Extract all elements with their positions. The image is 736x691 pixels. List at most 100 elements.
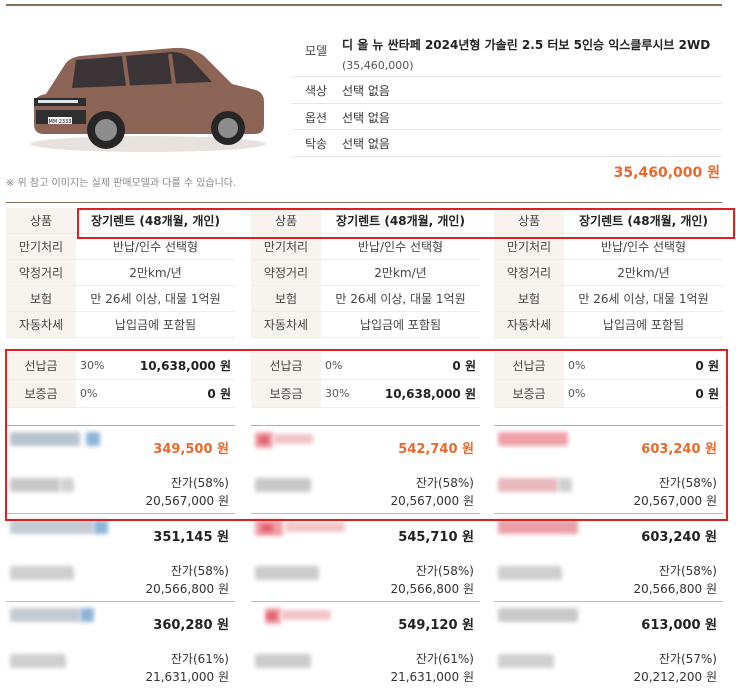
residual-rate: 잔가(58%): [415, 476, 474, 490]
row-car-tax: 자동차세 납입금에 포함됨: [6, 312, 235, 338]
prepayment-amount: 10,638,000 원: [139, 359, 231, 373]
offer-row[interactable]: 603,240 원 잔가(58%) 20,566,800 원: [494, 514, 723, 602]
total-price: 35,460,000 원: [613, 165, 720, 181]
blurred-company-logo: [10, 432, 80, 446]
offer-row[interactable]: 613,000 원 잔가(57%) 20,212,200 원: [494, 602, 723, 690]
residual-amount: 20,567,000 원: [390, 494, 474, 508]
model-name: 디 올 뉴 싼타페 2024년형 가솔린 2.5 터보 5인승 익스클루시브 2…: [340, 26, 722, 77]
label-product: 상품: [494, 208, 564, 233]
blurred-company-logo: [10, 566, 74, 580]
row-prepayment: 선납금 30% 10,638,000 원: [6, 352, 235, 380]
monthly-price: 360,280 원: [153, 618, 229, 633]
top-divider: [6, 4, 722, 6]
residual-amount: 20,212,200 원: [633, 670, 717, 684]
label-maturity: 만기처리: [251, 234, 321, 259]
residual-rate: 잔가(58%): [170, 564, 229, 578]
value-mileage: 2만km/년: [374, 266, 427, 280]
label-insurance: 보험: [251, 286, 321, 311]
car-image: MM 2333: [30, 47, 266, 152]
label-car-tax: 자동차세: [251, 312, 321, 337]
offer-row[interactable]: 349,500 원 잔가(58%) 20,567,000 원: [6, 426, 235, 514]
blurred-company-logo: [255, 478, 311, 492]
quote-column-2: 상품 장기렌트 (48개월, 개인) 만기처리 반납/인수 선택형 약정거리 2만km/년…: [251, 208, 480, 690]
blurred-company-logo: [94, 520, 108, 534]
label-deposit: 보증금: [6, 380, 76, 407]
blurred-company-logo: [255, 566, 319, 580]
offer-divider: [494, 408, 723, 426]
deposit-percent: 0%: [80, 387, 98, 400]
monthly-price: 613,000 원: [641, 618, 717, 633]
section-spacer: [494, 338, 723, 352]
monthly-price: 549,120 원: [398, 618, 474, 633]
option-value: 선택 없음: [342, 110, 390, 125]
deposit-amount: 0 원: [207, 387, 231, 401]
value-insurance: 만 26세 이상, 대물 1억원: [578, 292, 709, 306]
blurred-company-logo: [86, 432, 100, 446]
offer-divider: [251, 408, 480, 426]
blurred-company-logo: [285, 522, 345, 532]
row-maturity: 만기처리 반납/인수 선택형: [6, 234, 235, 260]
residual-rate: 잔가(61%): [170, 652, 229, 666]
blurred-company-logo: [259, 436, 269, 444]
color-value: 선택 없음: [342, 84, 390, 98]
label-maturity: 만기처리: [6, 234, 76, 259]
model-base-price: (35,460,000): [342, 59, 414, 72]
residual-rate: 잔가(58%): [415, 564, 474, 578]
value-car-tax: 납입금에 포함됨: [602, 318, 685, 332]
row-mileage: 약정거리 2만km/년: [251, 260, 480, 286]
offer-row[interactable]: 360,280 원 잔가(61%) 21,631,000 원: [6, 602, 235, 690]
quote-column-3: 상품 장기렌트 (48개월, 개인) 만기처리 반납/인수 선택형 약정거리 2만km/년…: [494, 208, 723, 690]
row-maturity: 만기처리 반납/인수 선택형: [251, 234, 480, 260]
value-product: 장기렌트 (48개월, 개인): [91, 214, 220, 228]
spec-divider: [292, 156, 722, 157]
row-deposit: 보증금 0% 0 원: [494, 380, 723, 408]
section-spacer: [251, 338, 480, 352]
blurred-company-logo: [255, 654, 311, 668]
residual-rate: 잔가(61%): [415, 652, 474, 666]
offer-row[interactable]: 603,240 원 잔가(58%) 20,567,000 원: [494, 426, 723, 514]
label-car-tax: 자동차세: [6, 312, 76, 337]
blurred-company-logo: [498, 478, 558, 492]
label-mileage: 약정거리: [6, 260, 76, 285]
value-mileage: 2만km/년: [617, 266, 670, 280]
residual-amount: 20,566,800 원: [145, 582, 229, 596]
monthly-price: 603,240 원: [641, 530, 717, 545]
option-label: 옵션: [304, 110, 328, 125]
section-divider: [6, 202, 722, 203]
value-insurance: 만 26세 이상, 대물 1억원: [90, 292, 221, 306]
value-car-tax: 납입금에 포함됨: [359, 318, 442, 332]
prepayment-amount: 0 원: [695, 359, 719, 373]
row-insurance: 보험 만 26세 이상, 대물 1억원: [494, 286, 723, 312]
offer-row[interactable]: 351,145 원 잔가(58%) 20,566,800 원: [6, 514, 235, 602]
blurred-company-logo: [10, 608, 80, 622]
section-spacer: [6, 338, 235, 352]
monthly-price: 545,710 원: [398, 530, 474, 545]
row-maturity: 만기처리 반납/인수 선택형: [494, 234, 723, 260]
value-car-tax: 납입금에 포함됨: [114, 318, 197, 332]
prepayment-percent: 0%: [325, 359, 343, 372]
consignment-value: 선택 없음: [342, 137, 390, 151]
row-mileage: 약정거리 2만km/년: [6, 260, 235, 286]
monthly-price: 542,740 원: [398, 442, 474, 457]
row-deposit: 보증금 0% 0 원: [6, 380, 235, 408]
value-mileage: 2만km/년: [129, 266, 182, 280]
label-mileage: 약정거리: [251, 260, 321, 285]
color-label: 색상: [304, 84, 328, 98]
row-product: 상품 장기렌트 (48개월, 개인): [494, 208, 723, 234]
value-insurance: 만 26세 이상, 대물 1억원: [335, 292, 466, 306]
label-car-tax: 자동차세: [494, 312, 564, 337]
deposit-amount: 10,638,000 원: [384, 387, 476, 401]
label-maturity: 만기처리: [494, 234, 564, 259]
row-product: 상품 장기렌트 (48개월, 개인): [6, 208, 235, 234]
label-prepayment: 선납금: [251, 352, 321, 379]
label-product: 상품: [251, 208, 321, 233]
blurred-company-logo: [498, 608, 578, 622]
label-deposit: 보증금: [494, 380, 564, 407]
label-insurance: 보험: [494, 286, 564, 311]
offer-row[interactable]: 549,120 원 잔가(61%) 21,631,000 원: [251, 602, 480, 690]
residual-amount: 20,566,800 원: [390, 582, 474, 596]
residual-rate: 잔가(58%): [658, 564, 717, 578]
prepayment-percent: 0%: [568, 359, 586, 372]
